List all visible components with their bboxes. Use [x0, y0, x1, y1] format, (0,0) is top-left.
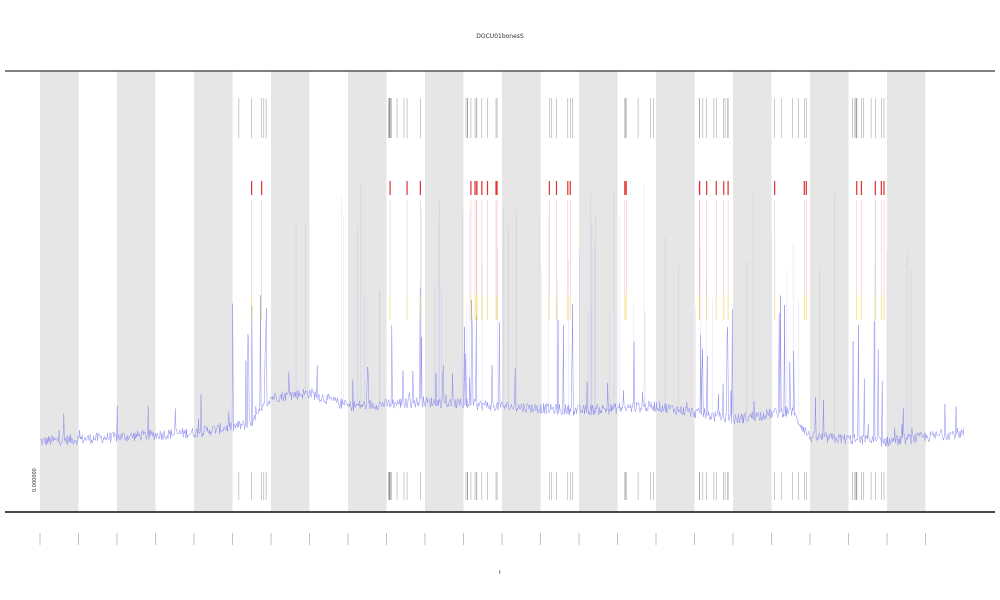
event-marker-red-43 [706, 181, 708, 195]
signal-line [39, 287, 965, 448]
x-axis-label: t [499, 570, 501, 576]
event-marker-red-5 [419, 181, 422, 195]
shaded-band-3 [271, 71, 310, 512]
event-marker-red-39 [723, 181, 725, 195]
corner-label: 0.000000 [32, 468, 38, 492]
shaded-band-6 [502, 71, 541, 512]
event-marker-red-51 [805, 181, 807, 195]
event-marker-red-23 [476, 181, 478, 195]
event-marker-red-52 [774, 181, 776, 195]
shaded-band-0 [40, 71, 79, 512]
event-marker-red-13 [389, 181, 391, 195]
shaded-band-11 [887, 71, 926, 512]
shaded-band-2 [194, 71, 233, 512]
event-marker-red-61 [860, 181, 862, 195]
shaded-bands [40, 71, 926, 512]
shaded-band-8 [656, 71, 695, 512]
event-marker-red-36 [625, 181, 627, 195]
event-marker-red-28 [567, 181, 569, 195]
event-marker-red-4 [250, 181, 253, 195]
shaded-band-4 [348, 71, 387, 512]
event-marker-red-32 [624, 181, 626, 195]
shaded-band-10 [810, 71, 849, 512]
shaded-band-1 [117, 71, 156, 512]
event-marker-red-54 [883, 181, 885, 195]
event-marker-red-27 [548, 181, 550, 195]
event-marker-red-17 [474, 181, 476, 195]
event-marker-red-31 [569, 181, 571, 195]
event-marker-red-29 [555, 181, 558, 195]
event-markers [238, 98, 885, 500]
event-marker-red-50 [803, 181, 805, 195]
event-marker-red-14 [406, 181, 408, 195]
event-marker-red-62 [874, 181, 876, 195]
event-marker-red-20 [486, 181, 489, 195]
event-marker-red-15 [481, 181, 483, 195]
event-marker-red-41 [698, 181, 701, 195]
signal-series [39, 181, 965, 448]
event-marker-red-1 [261, 181, 263, 195]
event-marker-red-42 [715, 181, 717, 195]
event-marker-red-45 [727, 181, 729, 195]
shaded-band-7 [579, 71, 618, 512]
shaded-band-9 [733, 71, 772, 512]
event-marker-red-16 [496, 181, 498, 195]
event-marker-red-56 [856, 181, 858, 195]
event-marker-red-57 [880, 181, 882, 195]
x-axis-ticks [39, 533, 926, 545]
shaded-band-5 [425, 71, 464, 512]
event-marker-red-25 [470, 181, 472, 195]
event-marker-red-18 [495, 181, 497, 195]
chart-title: DOCU01bonesS [476, 33, 524, 40]
